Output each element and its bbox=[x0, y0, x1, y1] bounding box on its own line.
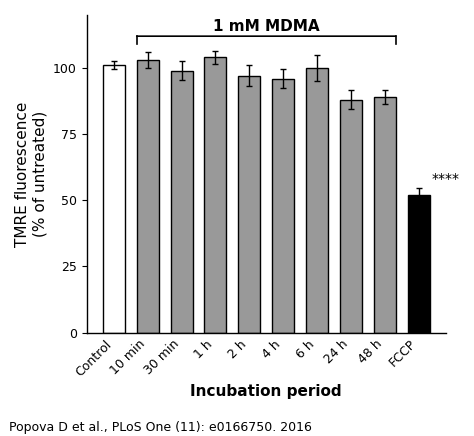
Bar bbox=[171, 71, 192, 333]
X-axis label: Incubation period: Incubation period bbox=[191, 384, 342, 399]
Bar bbox=[204, 58, 227, 333]
Text: ****: **** bbox=[431, 172, 459, 186]
Bar bbox=[272, 78, 294, 333]
Bar bbox=[137, 60, 159, 333]
Bar bbox=[238, 76, 260, 333]
Bar bbox=[306, 68, 328, 333]
Bar bbox=[408, 195, 429, 333]
Y-axis label: TMRE fluorescence
(% of untreated): TMRE fluorescence (% of untreated) bbox=[15, 101, 47, 246]
Text: 1 mM MDMA: 1 mM MDMA bbox=[213, 19, 319, 34]
Text: Popova D et al., PLoS One (11): e0166750. 2016: Popova D et al., PLoS One (11): e0166750… bbox=[9, 421, 312, 434]
Bar bbox=[340, 100, 362, 333]
Bar bbox=[103, 65, 125, 333]
Bar bbox=[374, 97, 396, 333]
